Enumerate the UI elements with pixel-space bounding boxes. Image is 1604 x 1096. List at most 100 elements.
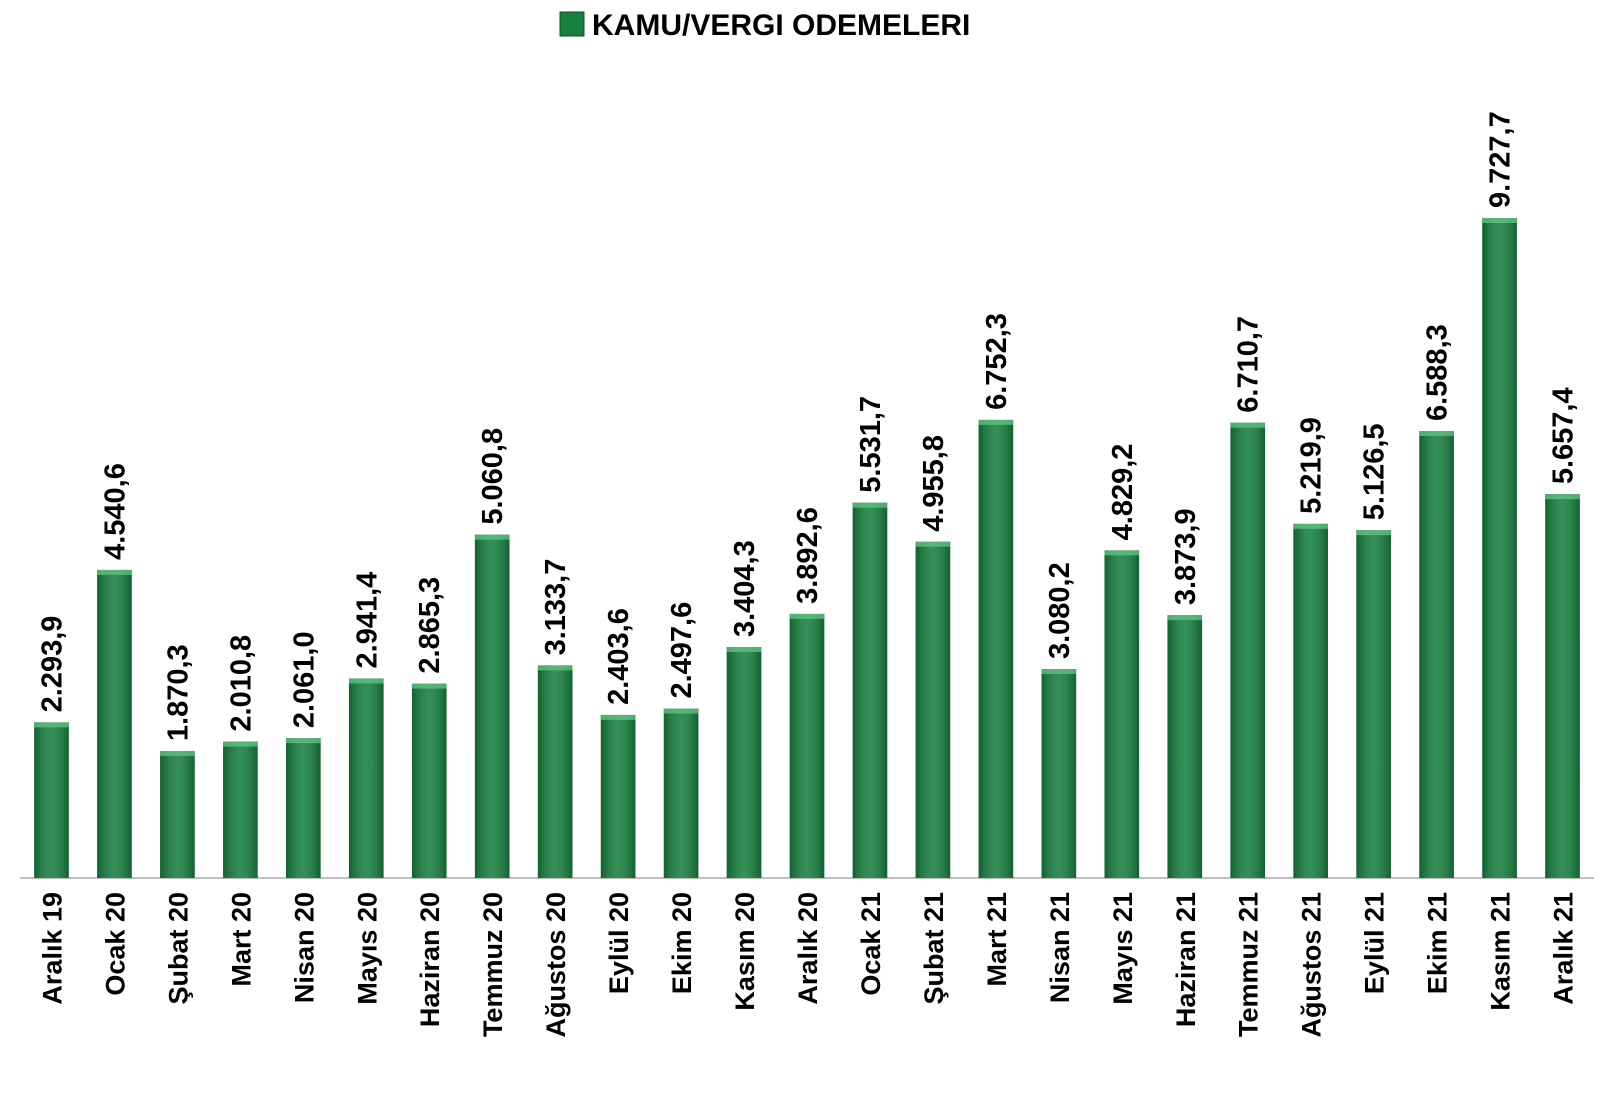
bar-cap <box>34 722 69 728</box>
legend-label: KAMU/VERGI ODEMELERI <box>592 9 970 42</box>
bar-cap <box>1104 550 1140 556</box>
bar-shade <box>978 419 1014 878</box>
data-label: 5.126,5 <box>1359 423 1391 520</box>
bar-cap <box>348 678 384 684</box>
x-tick-label: Temmuz 20 <box>478 892 508 1037</box>
data-label: 3.133,7 <box>540 559 572 656</box>
bar-cap <box>1230 422 1266 428</box>
x-tick-label: Ekim 20 <box>667 892 697 994</box>
bar-cap <box>663 708 699 714</box>
bar-shade <box>160 751 195 878</box>
x-tick-label: Ocak 21 <box>856 892 886 996</box>
bar-shade <box>34 722 69 878</box>
data-label: 4.955,8 <box>918 435 950 532</box>
bar-cap <box>1041 669 1077 675</box>
bar-cap <box>915 541 951 547</box>
x-tick-label: Şubat 21 <box>919 892 949 1005</box>
bar-shade <box>474 534 510 878</box>
bar-cap <box>789 613 825 619</box>
bar-shade <box>348 678 384 878</box>
data-label: 5.657,4 <box>1548 387 1580 484</box>
bar-shade <box>286 738 321 878</box>
bar-cap <box>160 751 195 757</box>
x-tick-label: Şubat 20 <box>163 892 193 1005</box>
data-label: 2.865,3 <box>414 577 446 674</box>
bar-cap <box>852 502 888 508</box>
bar-shade <box>223 741 258 878</box>
data-label: 1.870,3 <box>162 644 194 741</box>
data-label: 3.080,2 <box>1044 562 1076 659</box>
data-label: 5.219,9 <box>1296 417 1328 514</box>
bar-cap <box>474 534 510 540</box>
x-tick-label: Nisan 21 <box>1045 892 1075 1003</box>
x-tick-label: Ağustos 21 <box>1297 892 1327 1038</box>
data-label: 3.873,9 <box>1170 508 1202 605</box>
data-label: 2.497,6 <box>666 602 698 699</box>
bar-cap <box>1545 494 1580 500</box>
bar-cap <box>1482 218 1517 223</box>
data-label: 2.941,4 <box>351 572 383 669</box>
data-label: 2.293,9 <box>36 616 68 713</box>
data-label: 2.061,0 <box>288 631 320 728</box>
bar-shade <box>1545 494 1580 878</box>
data-label: 5.060,8 <box>477 428 509 525</box>
bar-cap <box>1293 523 1328 529</box>
x-tick-label: Kasım 21 <box>1486 892 1516 1011</box>
bar-cap <box>97 569 132 575</box>
x-tick-label: Aralık 21 <box>1549 892 1579 1005</box>
bar-shade <box>726 647 762 878</box>
bar-shade <box>1167 615 1203 878</box>
bar-cap <box>537 665 573 671</box>
bar-cap <box>1167 615 1203 621</box>
legend-swatch <box>559 11 585 37</box>
x-tick-label: Ocak 20 <box>100 892 130 996</box>
bar-cap <box>1419 431 1454 437</box>
bar-cap <box>411 683 447 689</box>
bar-shade <box>1230 422 1266 878</box>
x-tick-label: Aralık 20 <box>793 892 823 1005</box>
x-tick-label: Mayıs 21 <box>1108 892 1138 1005</box>
bar-cap <box>600 714 636 720</box>
data-label: 4.540,6 <box>99 463 131 560</box>
data-label: 4.829,2 <box>1107 444 1139 541</box>
x-tick-label: Eylül 20 <box>604 892 634 994</box>
bar-cap <box>978 419 1014 425</box>
legend: KAMU/VERGI ODEMELERI <box>559 9 970 42</box>
bar-cap <box>223 741 258 747</box>
bar-shade <box>537 665 573 878</box>
bar-shade <box>1419 431 1454 878</box>
bar-cap <box>1356 530 1391 536</box>
data-label: 2.010,8 <box>225 635 257 732</box>
x-tick-label: Ekim 21 <box>1423 892 1453 994</box>
data-label: 3.892,6 <box>792 507 824 604</box>
bar-shade <box>1104 550 1140 878</box>
bar-shade <box>1356 530 1391 878</box>
bar-cap <box>286 738 321 744</box>
x-tick-label: Eylül 21 <box>1360 892 1390 994</box>
x-tick-label: Temmuz 21 <box>1234 892 1264 1037</box>
x-tick-label: Kasım 20 <box>730 892 760 1011</box>
bar-shade <box>411 683 447 878</box>
data-label: 6.710,7 <box>1233 316 1265 413</box>
x-tick-label: Mart 21 <box>982 892 1012 987</box>
bar-shade <box>1482 218 1517 878</box>
data-label: 2.403,6 <box>603 608 635 705</box>
bar-shade <box>97 569 132 878</box>
data-label: 9.727,7 <box>1485 111 1517 208</box>
x-tick-label: Mayıs 20 <box>352 892 382 1005</box>
bar-cap <box>726 647 762 653</box>
bar-shade <box>1041 669 1077 878</box>
bar-shade <box>600 714 636 878</box>
data-label: 6.752,3 <box>981 313 1013 410</box>
x-tick-label: Aralık 19 <box>37 892 67 1005</box>
x-tick-label: Ağustos 20 <box>541 892 571 1038</box>
bar-shade <box>663 708 699 878</box>
x-tick-label: Haziran 20 <box>415 892 445 1027</box>
bar-shade <box>789 613 825 878</box>
bar-shade <box>1293 523 1328 878</box>
bar-shade <box>852 502 888 878</box>
x-tick-label: Haziran 21 <box>1171 892 1201 1027</box>
bar-shade <box>915 541 951 878</box>
data-label: 5.531,7 <box>855 396 887 493</box>
